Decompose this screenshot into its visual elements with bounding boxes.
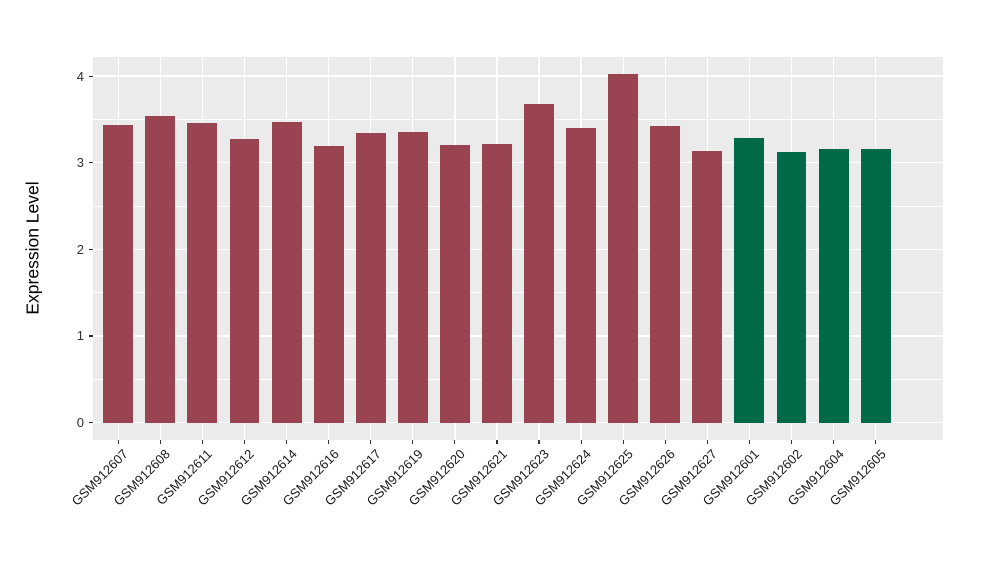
x-tick-GSM912612 <box>243 440 246 444</box>
x-tick-GSM912620 <box>454 440 456 444</box>
plot-panel <box>93 57 943 440</box>
gridline-major-y-0 <box>93 421 943 424</box>
x-tick-GSM912616 <box>328 440 330 444</box>
bar-GSM912626 <box>650 125 681 423</box>
gridline-minor-y-3.5 <box>93 119 943 120</box>
gridline-major-y-4 <box>93 75 943 77</box>
x-tick-GSM912608 <box>159 440 161 444</box>
bar-GSM912617 <box>355 133 386 423</box>
x-tick-GSM912614 <box>285 440 288 444</box>
gridline-minor-y-2.5 <box>93 205 943 207</box>
y-tick-2 <box>89 248 93 250</box>
gridline-major-y-1 <box>93 335 943 337</box>
x-tick-GSM912626 <box>664 440 666 444</box>
bar-GSM912605 <box>860 148 891 423</box>
y-tick-1 <box>89 335 93 337</box>
bar-GSM912608 <box>145 115 176 423</box>
x-tick-GSM912607 <box>117 440 119 444</box>
bar-GSM912614 <box>271 122 302 423</box>
y-tick-4 <box>89 75 93 77</box>
gridline-minor-y-1.5 <box>93 292 943 293</box>
bar-GSM912616 <box>313 146 344 423</box>
bar-GSM912627 <box>692 150 723 423</box>
x-tick-GSM912604 <box>832 440 835 444</box>
y-tick-label-3: 3 <box>76 155 84 171</box>
x-tick-GSM912624 <box>580 440 582 444</box>
gridline-major-y-2 <box>93 248 943 250</box>
y-tick-label-2: 2 <box>76 241 84 257</box>
bar-GSM912619 <box>397 131 428 423</box>
bar-GSM912611 <box>187 122 218 423</box>
y-tick-label-1: 1 <box>76 328 84 344</box>
x-tick-GSM912619 <box>412 440 414 444</box>
bar-GSM912612 <box>229 138 260 423</box>
y-tick-label-0: 0 <box>76 415 84 431</box>
y-tick-3 <box>89 162 93 164</box>
bar-GSM912601 <box>734 137 765 423</box>
gridline-minor-y-0.5 <box>93 378 943 380</box>
gridline-major-y-3 <box>93 162 943 164</box>
bar-GSM912624 <box>566 128 597 423</box>
bar-GSM912623 <box>524 103 554 423</box>
bar-GSM912625 <box>608 74 639 423</box>
bar-GSM912621 <box>482 143 512 423</box>
bar-GSM912607 <box>103 124 134 423</box>
y-axis-title: Expression Level <box>22 181 43 315</box>
x-tick-GSM912611 <box>201 440 203 444</box>
x-tick-GSM912621 <box>496 440 498 444</box>
x-tick-GSM912627 <box>706 440 708 444</box>
bar-GSM912620 <box>439 145 470 423</box>
x-tick-GSM912601 <box>748 440 751 444</box>
y-tick-0 <box>89 421 93 424</box>
x-tick-GSM912617 <box>370 440 372 444</box>
x-tick-GSM912625 <box>622 440 624 444</box>
x-tick-GSM912602 <box>790 440 793 444</box>
bar-GSM912604 <box>818 148 849 423</box>
x-tick-GSM912623 <box>538 440 540 444</box>
y-tick-label-4: 4 <box>76 68 84 84</box>
bar-GSM912602 <box>776 152 807 423</box>
x-tick-GSM912605 <box>875 440 877 444</box>
